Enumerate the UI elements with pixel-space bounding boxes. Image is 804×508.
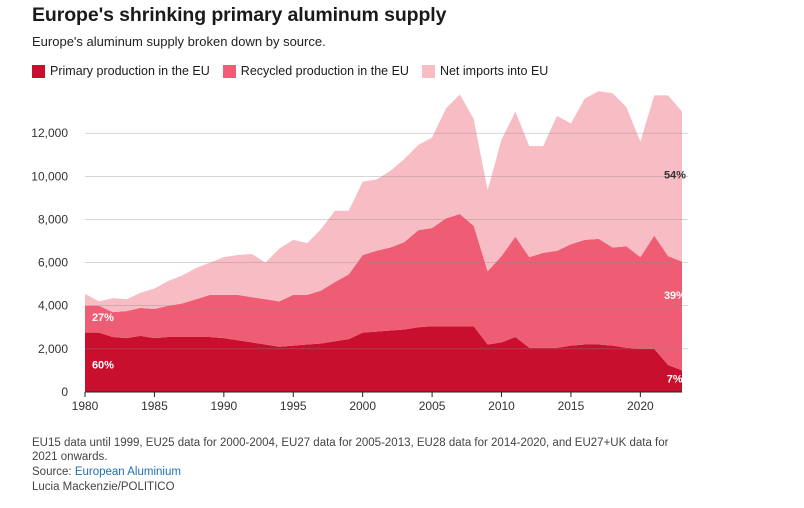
y-tick-label-12000: 12,000: [31, 126, 68, 140]
legend-swatch-primary: [32, 64, 45, 78]
legend-item-recycled: Recycled production in the EU: [222, 64, 409, 78]
annotation-39pct: 39%: [664, 290, 686, 302]
source-link[interactable]: European Aluminium: [74, 466, 181, 478]
x-tick-label-1980: 1980: [72, 399, 99, 413]
x-tick-label-2015: 2015: [558, 399, 585, 413]
y-tick-label-8000: 8,000: [38, 212, 68, 226]
legend-item-imports: Net imports into EU: [421, 64, 549, 78]
annotation-54pct: 54%: [664, 169, 686, 181]
legend-label-imports: Net imports into EU: [439, 64, 549, 78]
y-tick-label-2000: 2,000: [38, 342, 68, 356]
stacked-area-chart: 0 2,000 4,000 6,000 8,000 10,000 12,000 1980 198…: [31, 91, 688, 413]
y-tick-label-6000: 6,000: [38, 256, 68, 270]
x-tick-label-2010: 2010: [488, 399, 515, 413]
x-tick-label-2000: 2000: [349, 399, 376, 413]
y-tick-label-10000: 10,000: [31, 169, 68, 183]
source-line: Source: European Aluminium: [32, 466, 181, 478]
footnote: EU15 data until 1999, EU25 data for 2000…: [32, 437, 669, 463]
annotation-60pct: 60%: [92, 359, 114, 371]
credit: Lucia Mackenzie/POLITICO: [32, 481, 175, 493]
y-tick-label-0: 0: [61, 385, 68, 399]
area-series-primary: [85, 326, 682, 392]
legend-label-recycled: Recycled production in the EU: [240, 64, 409, 78]
chart-subtitle: Europe's aluminum supply broken down by …: [32, 34, 326, 49]
legend-swatch-imports: [421, 64, 435, 78]
annotation-27pct: 27%: [92, 312, 114, 324]
chart-title: Europe's shrinking primary aluminum supp…: [32, 4, 447, 26]
x-tick-label-1995: 1995: [280, 399, 307, 413]
y-tick-label-4000: 4,000: [38, 299, 68, 313]
x-tick-label-2005: 2005: [419, 399, 446, 413]
legend-swatch-recycled: [222, 64, 236, 78]
area-series-recycled: [85, 214, 682, 371]
x-tick-label-1985: 1985: [141, 399, 168, 413]
x-tick-label-1990: 1990: [210, 399, 237, 413]
x-tick-label-2020: 2020: [627, 399, 654, 413]
source-prefix: Source:: [32, 466, 75, 478]
legend: Primary production in the EU Recycled pr…: [32, 64, 561, 78]
annotation-7pct: 7%: [667, 373, 683, 385]
legend-item-primary: Primary production in the EU: [32, 64, 210, 78]
area-series-imports: [85, 91, 682, 313]
legend-label-primary: Primary production in the EU: [50, 64, 210, 78]
